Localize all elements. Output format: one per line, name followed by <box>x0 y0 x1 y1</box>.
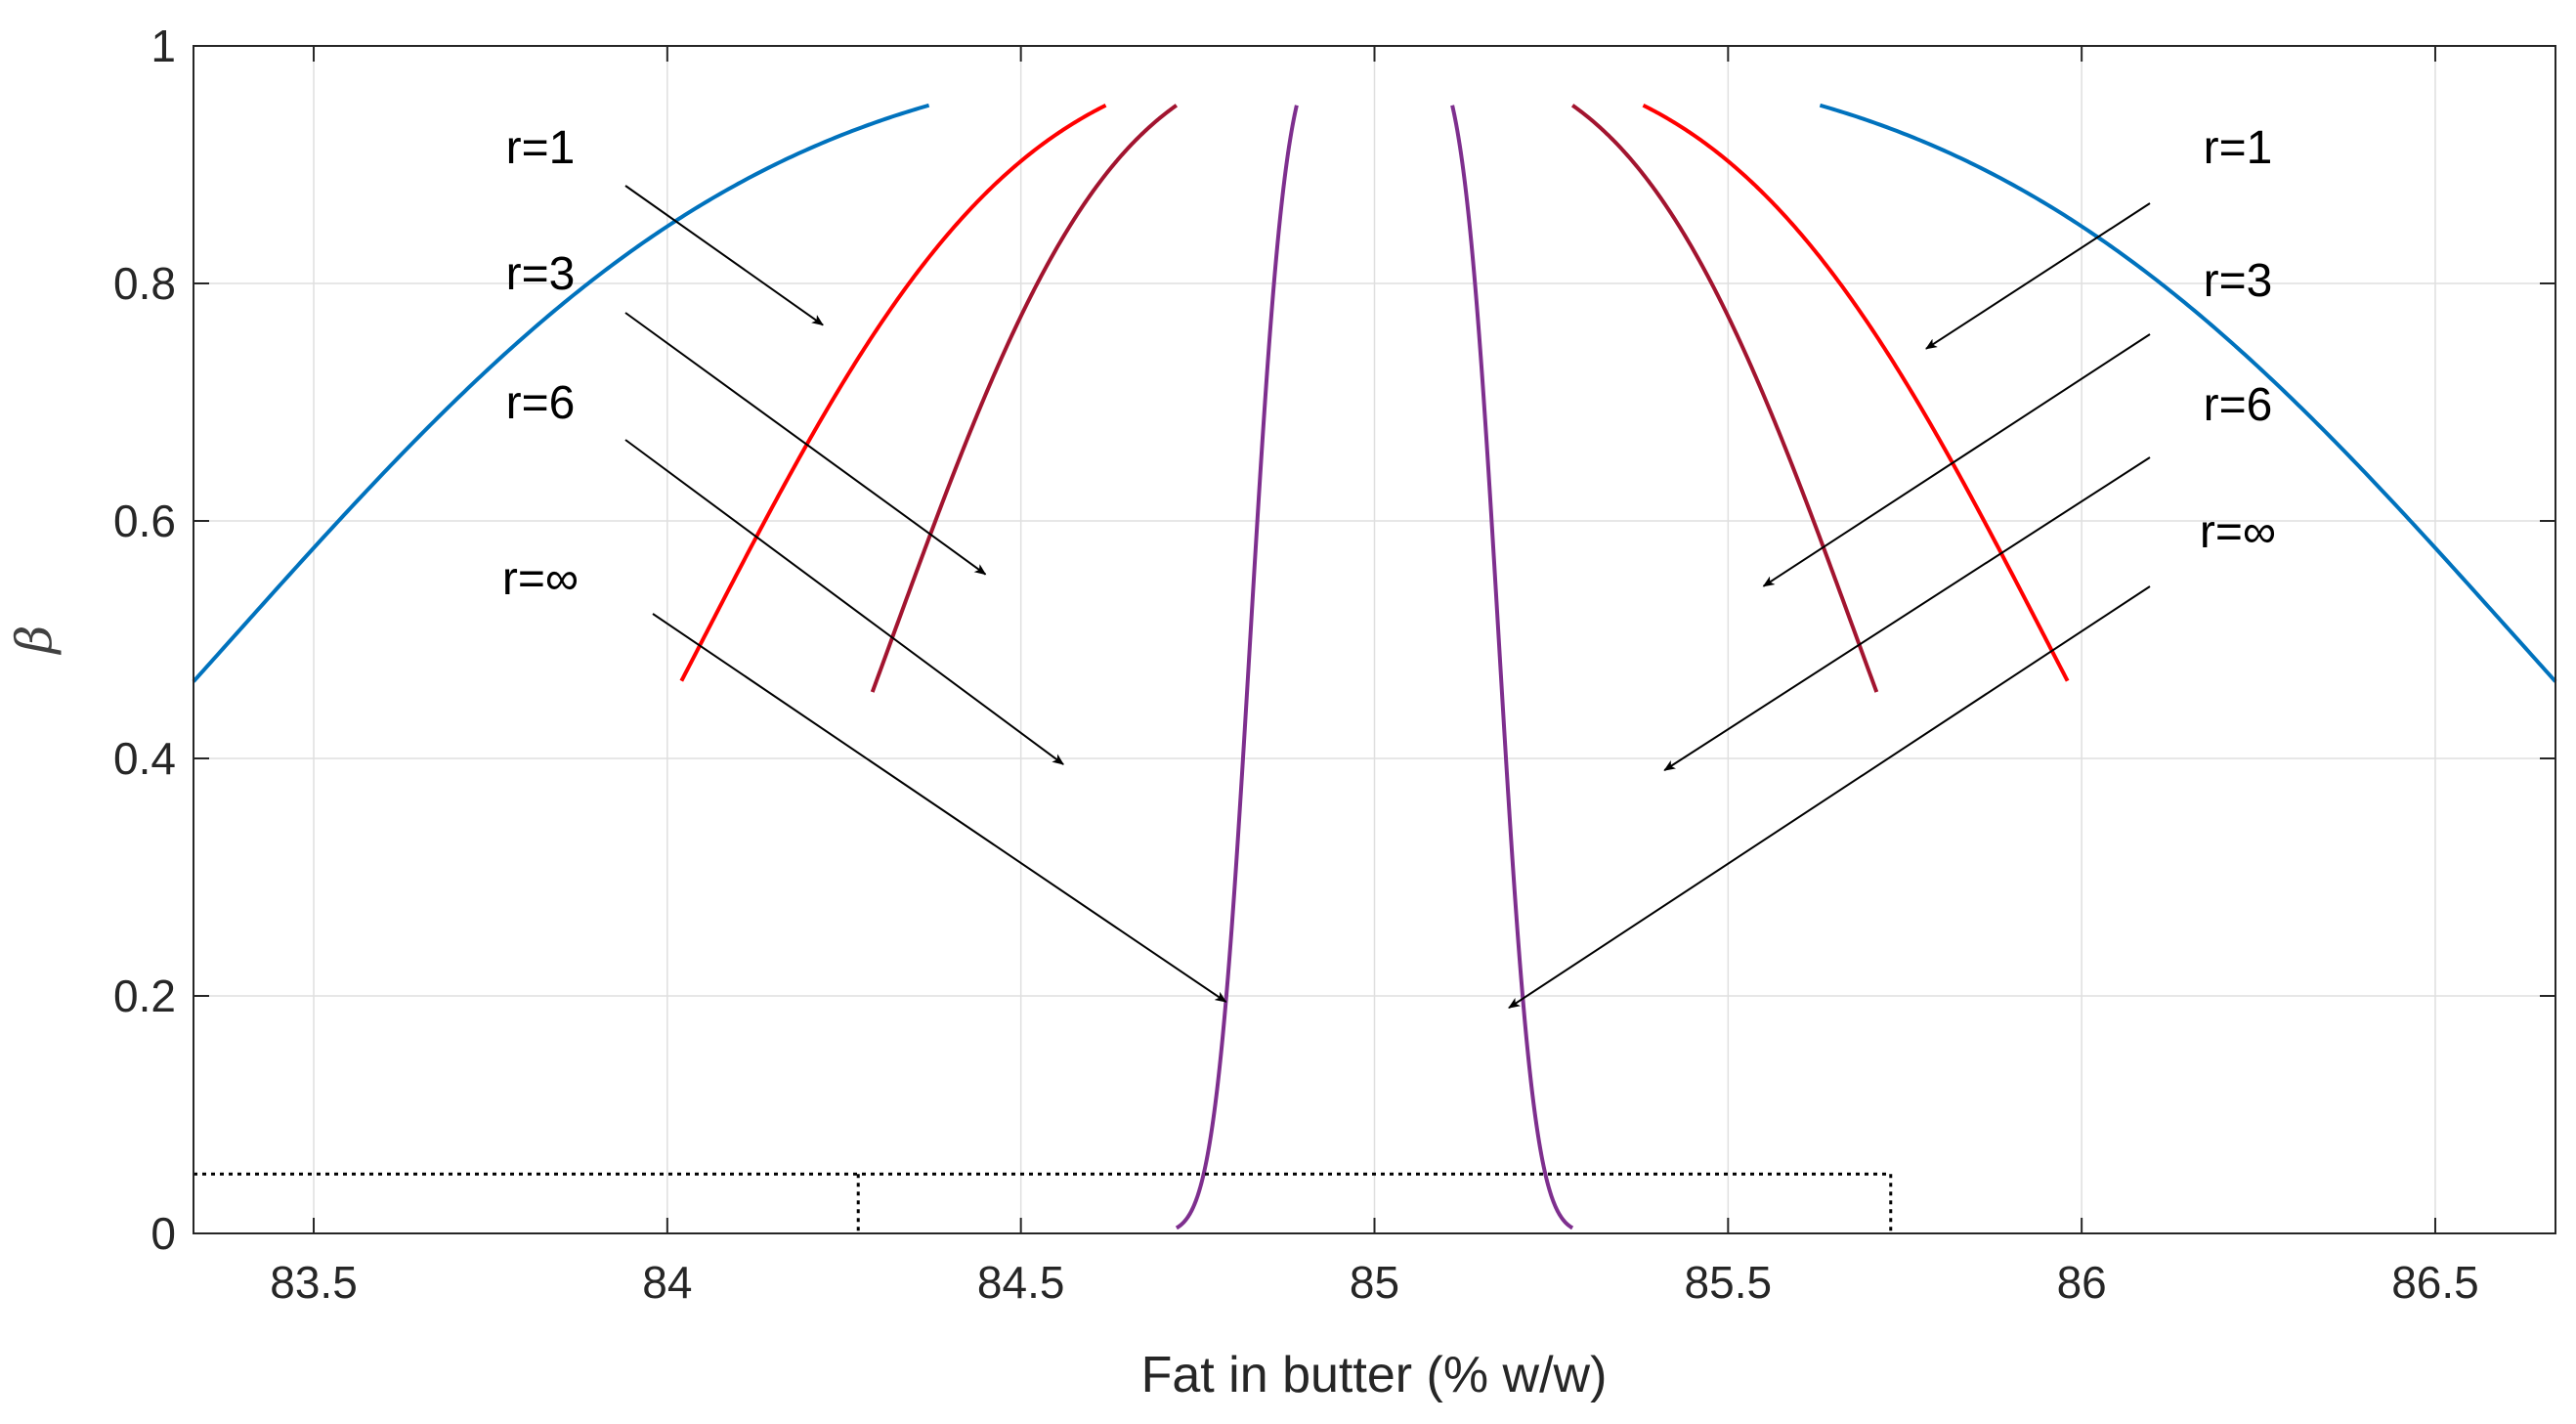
y-tick-label: 1 <box>150 21 176 71</box>
series-curve-left-1 <box>679 103 1107 682</box>
annotation-label: r=6 <box>506 377 576 429</box>
x-tick-label: 86.5 <box>2391 1257 2479 1308</box>
y-tick-label: 0.6 <box>113 496 176 546</box>
annotation-label: r=6 <box>2204 379 2273 431</box>
annotation-arrow <box>624 312 987 576</box>
annotation-arrow <box>624 439 1064 765</box>
annotation-label: r=1 <box>506 122 576 174</box>
annotation-arrow <box>1508 585 2151 1009</box>
x-tick-label: 85 <box>1350 1257 1399 1308</box>
x-tick-label: 84.5 <box>977 1257 1065 1308</box>
annotation-label: r=∞ <box>2200 506 2276 558</box>
series-curve-right-0 <box>1819 103 2557 683</box>
series-curve-right-1 <box>1642 103 2070 682</box>
series-curve-right-2 <box>1570 104 1879 693</box>
y-tick-label: 0.8 <box>113 258 176 309</box>
grid-layer <box>193 45 2555 1234</box>
annotation-label: r=∞ <box>502 553 579 605</box>
annotation-label: r=3 <box>2204 255 2273 307</box>
annotation-arrow <box>624 185 824 326</box>
series-curve-right-3 <box>1450 105 1574 1230</box>
annotation-label: r=3 <box>506 248 576 300</box>
annotation-arrow <box>1762 333 2151 587</box>
y-tick-label: 0 <box>150 1208 176 1259</box>
series-layer <box>192 103 2557 1230</box>
x-tick-label: 83.5 <box>270 1257 358 1308</box>
annotation-arrow <box>1925 202 2151 350</box>
annotation-label: r=1 <box>2204 122 2273 174</box>
series-curve-left-2 <box>870 104 1179 693</box>
y-tick-label: 0.2 <box>113 971 176 1021</box>
alpha-layer <box>193 1172 1893 1233</box>
annotation-arrow <box>1663 456 2151 771</box>
ticks-layer: 83.5 84 84.5 85 85.5 86 86.5 0 0.2 0.4 0.6 0.8 1 <box>113 21 2555 1308</box>
annot-layer: r=1 r=3 r=6 r=∞ r=1 r=3 r=6 r=∞ <box>502 122 2276 1009</box>
series-curve-left-0 <box>192 103 930 683</box>
x-tick-label: 85.5 <box>1685 1257 1773 1308</box>
x-tick-label: 86 <box>2057 1257 2107 1308</box>
x-axis-label: Fat in butter (% w/w) <box>1141 1347 1608 1403</box>
y-axis-label: β <box>6 626 63 656</box>
annotation-arrow <box>652 613 1227 1003</box>
x-tick-label: 84 <box>642 1257 692 1308</box>
series-curve-left-3 <box>1175 105 1299 1230</box>
y-tick-label: 0.4 <box>113 733 176 784</box>
